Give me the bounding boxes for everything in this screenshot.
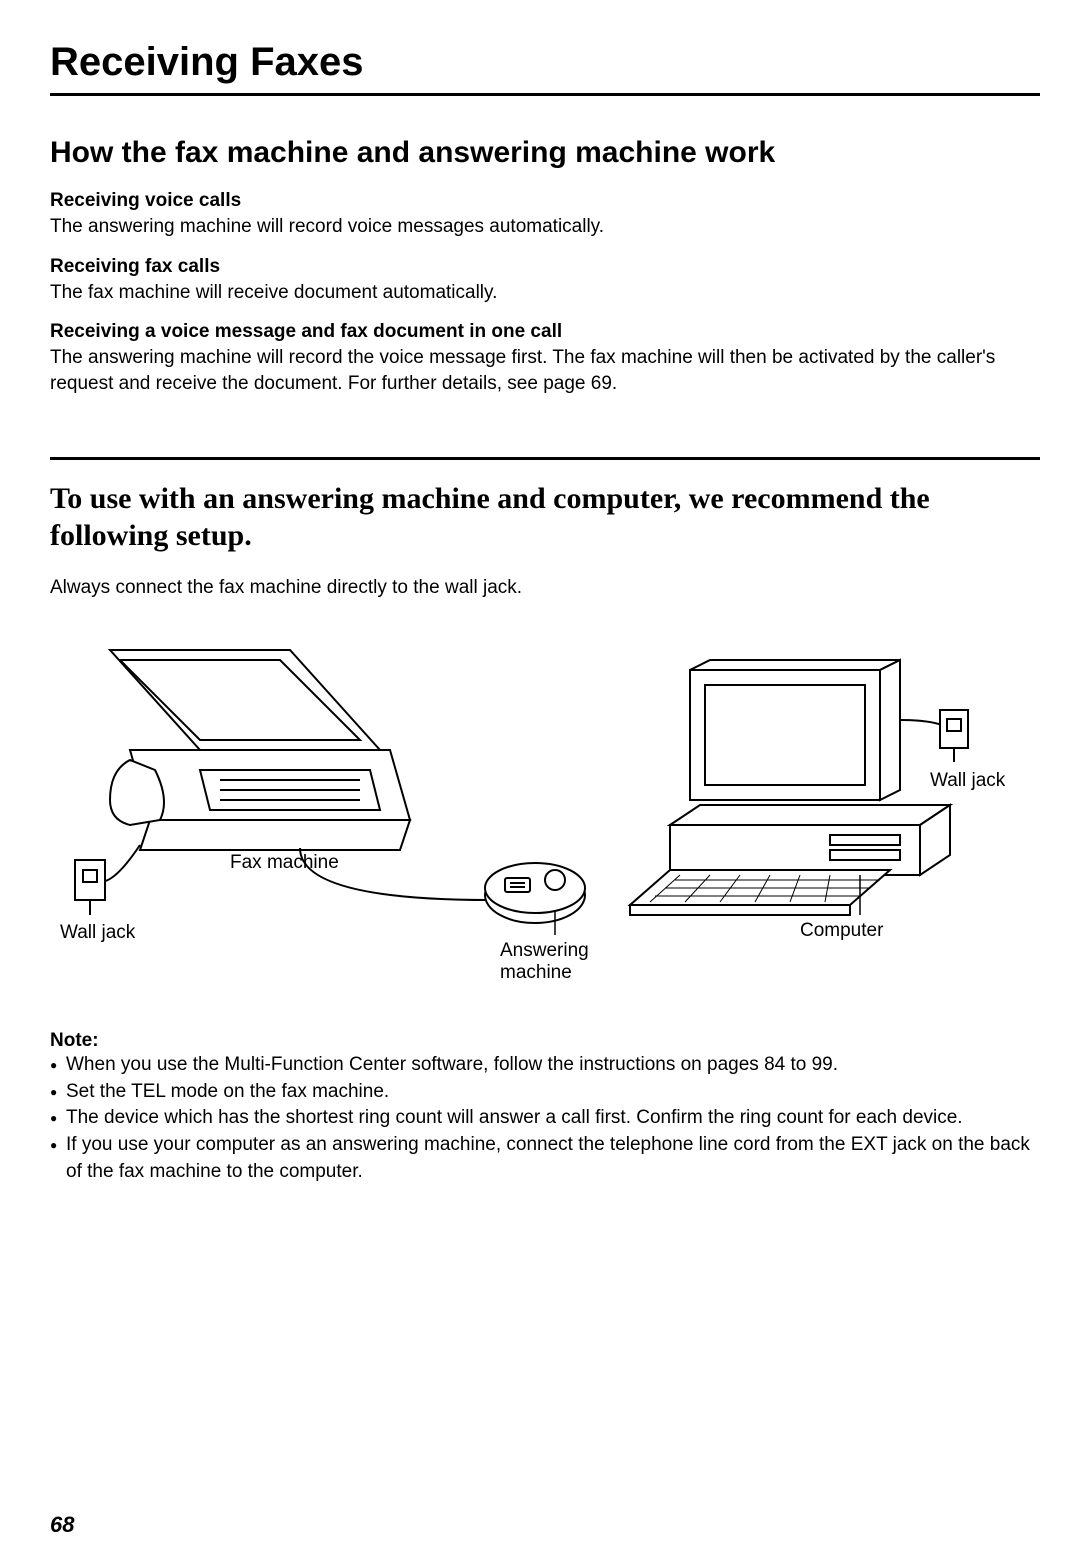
section-subtitle: How the fax machine and answering machin…: [50, 136, 1040, 170]
subhead: Receiving fax calls: [50, 256, 1040, 278]
answering-machine-icon: [480, 850, 610, 940]
divider: [50, 457, 1040, 460]
note-item: If you use your computer as an answering…: [50, 1132, 1040, 1185]
setup-diagram: Wall jack Fax machine Answering machine …: [50, 620, 1040, 1000]
body-text: The answering machine will record voice …: [50, 214, 1040, 240]
block-voice-calls: Receiving voice calls The answering mach…: [50, 190, 1040, 240]
note-item: The device which has the shortest ring c…: [50, 1105, 1040, 1132]
page-number: 68: [50, 1512, 74, 1538]
setup-title: To use with an answering machine and com…: [50, 480, 1040, 555]
label-wall-jack-right: Wall jack: [930, 770, 1005, 792]
computer-icon: [630, 660, 970, 940]
body-text: The fax machine will receive document au…: [50, 280, 1040, 306]
note-list: When you use the Multi-Function Center s…: [50, 1052, 1040, 1185]
note-heading: Note:: [50, 1030, 1040, 1052]
setup-intro: Always connect the fax machine directly …: [50, 575, 1040, 601]
note-item: Set the TEL mode on the fax machine.: [50, 1079, 1040, 1106]
block-voice-and-fax: Receiving a voice message and fax docume…: [50, 321, 1040, 396]
page-title: Receiving Faxes: [50, 40, 1040, 96]
note-item: When you use the Multi-Function Center s…: [50, 1052, 1040, 1079]
block-fax-calls: Receiving fax calls The fax machine will…: [50, 256, 1040, 306]
label-answering-machine-1: Answering: [500, 940, 589, 962]
subhead: Receiving a voice message and fax docume…: [50, 321, 1040, 343]
label-fax-machine: Fax machine: [230, 852, 339, 874]
subhead: Receiving voice calls: [50, 190, 1040, 212]
label-answering-machine-2: machine: [500, 962, 572, 984]
label-computer: Computer: [800, 920, 883, 942]
body-text: The answering machine will record the vo…: [50, 345, 1040, 396]
label-wall-jack-left: Wall jack: [60, 922, 135, 944]
